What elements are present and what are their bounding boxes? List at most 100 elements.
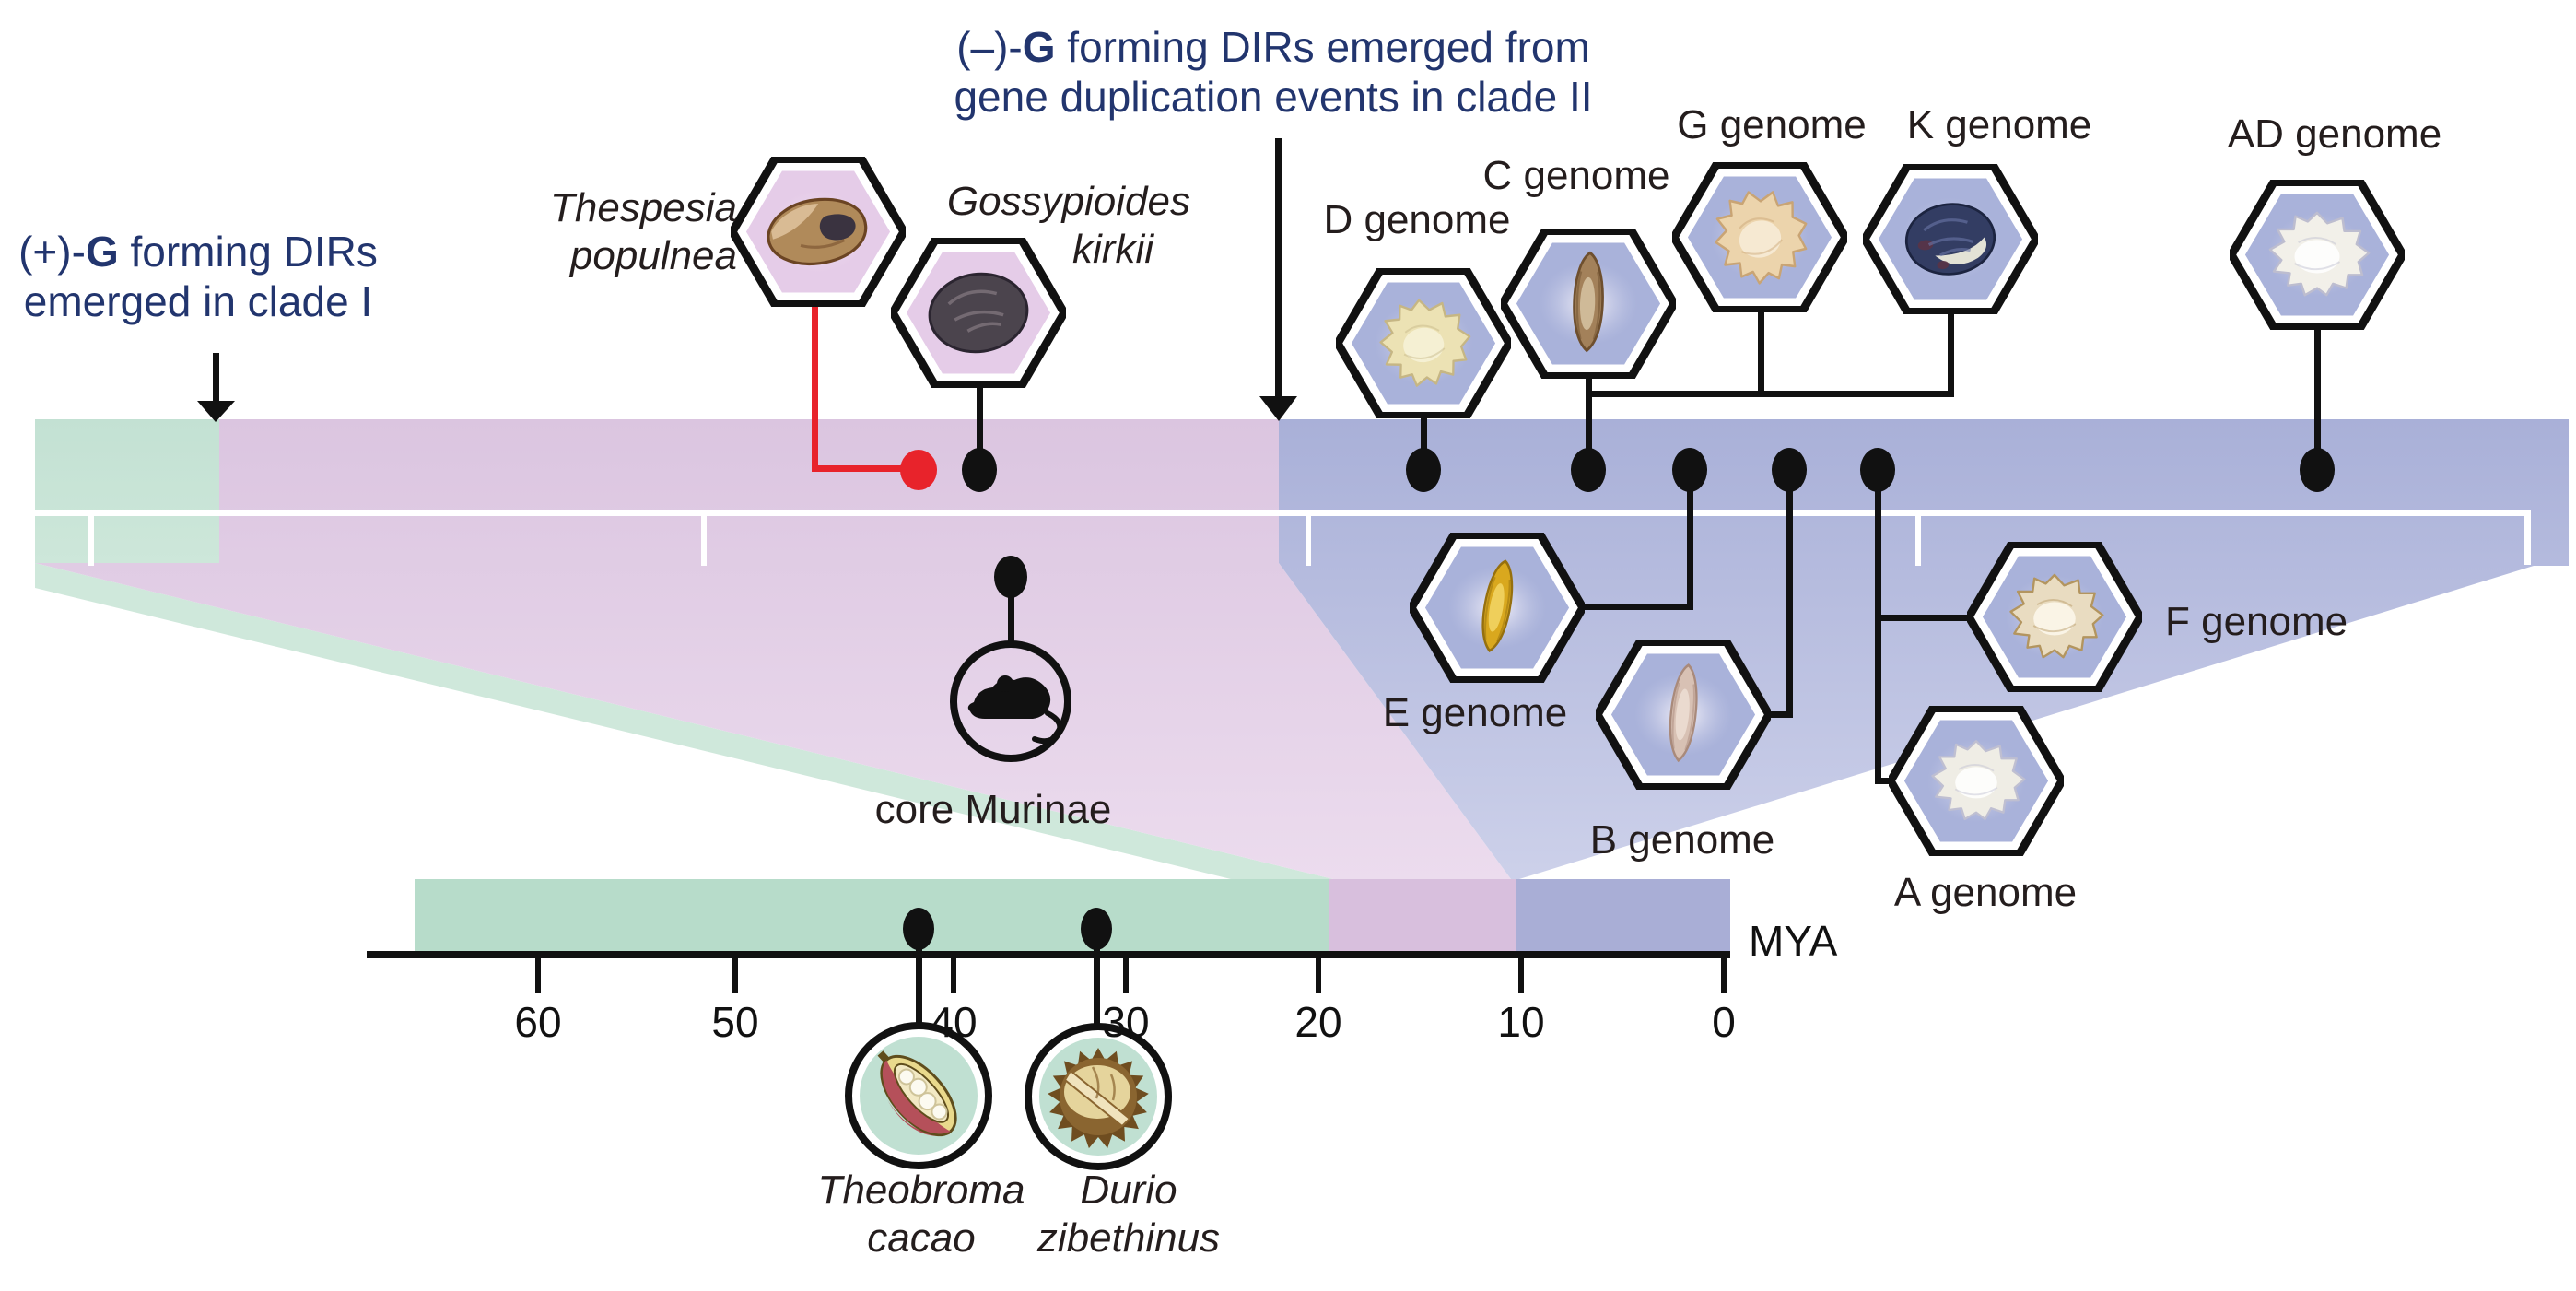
hexagon-b-genome (1592, 638, 1774, 792)
ad-genome-dot (2300, 448, 2335, 492)
axis-unit-label: MYA (1749, 917, 1838, 965)
hexagon-badge (1332, 266, 1515, 420)
durian-circle (1025, 1023, 1172, 1170)
lower-band-green (415, 879, 1329, 955)
hexagon-e-genome (1406, 531, 1588, 685)
theobroma-cacao-icon (840, 1017, 997, 1174)
c-genome-dot (1571, 448, 1606, 492)
clade2-annotation: (–)-G forming DIRs emerged from gene dup… (954, 23, 1593, 121)
thespesia-label: Thespesia populnea (549, 185, 737, 278)
c-genome-stem (1586, 376, 1592, 472)
ad-genome-label: AD genome (2227, 111, 2442, 157)
mouse-circle (950, 640, 1071, 762)
seed-illustration (1379, 299, 1471, 387)
lineage-connectors (916, 310, 2321, 1030)
core-murinae-label: core Murinae (874, 787, 1112, 832)
cacao-pod-circle (845, 1022, 992, 1169)
seed-illustration (1481, 559, 1514, 653)
hexagon-badge (1885, 704, 2067, 858)
hexagon-a-genome (1885, 704, 2067, 858)
durio-label: Durio zibethinus (1036, 1168, 1221, 1261)
seed-illustration (1715, 191, 1808, 285)
theobroma-label: Theobroma cacao (817, 1168, 1025, 1261)
d-genome-stem (1421, 415, 1427, 472)
seed-illustration (928, 272, 1029, 354)
murinae-stem (1008, 593, 1014, 645)
durio-zibethinus-icon (1020, 1018, 1177, 1175)
durian-illustration (1048, 1048, 1149, 1149)
seed-illustration (2009, 573, 2104, 659)
c-genome-label: C genome (1482, 153, 1670, 198)
hexagon-gossypioides (887, 236, 1070, 390)
upper-band-green (35, 419, 219, 563)
axis-tick-40: 40 (930, 998, 978, 1046)
hexagon-d-genome (1332, 266, 1515, 420)
k-genome-label: K genome (1906, 102, 2092, 147)
durio-stem (1094, 942, 1100, 1030)
white-branch-tick-2 (701, 516, 707, 566)
arrow-down-icon (1259, 396, 1297, 421)
k-genome-stem (1948, 311, 1954, 397)
axis-tick-60: 60 (514, 998, 562, 1046)
arrow-down-icon (197, 401, 235, 422)
a-branch-horizontal (1875, 778, 1891, 784)
gossypioides-dot (962, 448, 997, 492)
axis-tick-10: 10 (1497, 998, 1545, 1046)
red-event-dot (900, 450, 937, 490)
white-branch-tick-1 (88, 516, 94, 566)
af-branch-dot (1860, 448, 1895, 492)
clade1-annotation: (+)-G forming DIRs emerged in clade I (18, 228, 378, 325)
cgk-junction-bar (1586, 391, 1953, 397)
clade1-pink-taper (35, 563, 1511, 879)
seed-illustration (2268, 211, 2371, 297)
a-genome-label: A genome (1893, 870, 2078, 915)
white-spine-line (35, 510, 2531, 516)
d-genome-label: D genome (1323, 197, 1511, 242)
b-genome-label: B genome (1589, 817, 1775, 863)
af-branch-vertical (1875, 468, 1881, 784)
hexagon-badge (1859, 162, 2042, 316)
hexagon-badge (1963, 540, 2146, 694)
hexagon-badge (1669, 160, 1851, 314)
timeline-axis (367, 951, 1730, 993)
b-branch-dot (1772, 448, 1807, 492)
hexagon-c-genome (1497, 227, 1680, 381)
seed-illustration (767, 197, 868, 265)
b-branch-vertical (1786, 468, 1793, 718)
e-branch-horizontal (1579, 604, 1693, 610)
clade1-arrow (197, 353, 235, 422)
g-genome-stem (1758, 310, 1764, 397)
axis-tick-30: 30 (1102, 998, 1150, 1046)
hexagon-badge (727, 155, 909, 309)
lower-band-pink (1329, 879, 1516, 955)
hexagon-ad-genome (2226, 178, 2408, 332)
theobroma-stem (916, 942, 922, 1030)
hexagon-thespesia (727, 155, 909, 309)
hexagon-badge (1592, 638, 1774, 792)
white-branch-tick-3 (1306, 516, 1311, 566)
white-spine-end-drop (2524, 510, 2531, 565)
clade2-arrow (1259, 138, 1297, 421)
theobroma-dot (903, 908, 934, 950)
b-branch-horizontal (1767, 711, 1793, 718)
axis-tick-20: 20 (1294, 998, 1342, 1046)
cacao-pod-illustration (877, 1050, 957, 1137)
seed-illustration (1669, 663, 1698, 763)
hexagon-badge (2226, 178, 2408, 332)
durio-dot (1081, 908, 1112, 950)
hexagon-badge (887, 236, 1070, 390)
mouse-icon (932, 623, 1089, 780)
seed-illustration (1931, 740, 2026, 821)
hexagon-f-genome (1963, 540, 2146, 694)
g-genome-label: G genome (1677, 102, 1867, 147)
axis-tick-50: 50 (711, 998, 759, 1046)
divergence-dots (903, 448, 2335, 950)
ad-genome-stem (2314, 327, 2321, 472)
gossypioides-stem (977, 385, 983, 473)
hexagon-badge (1406, 531, 1588, 685)
white-branch-tick-4 (1915, 516, 1921, 566)
gossypioides-label: Gossypioides kirkii (946, 179, 1190, 272)
f-genome-label: F genome (2165, 599, 2348, 644)
upper-band-pink (219, 419, 1279, 563)
